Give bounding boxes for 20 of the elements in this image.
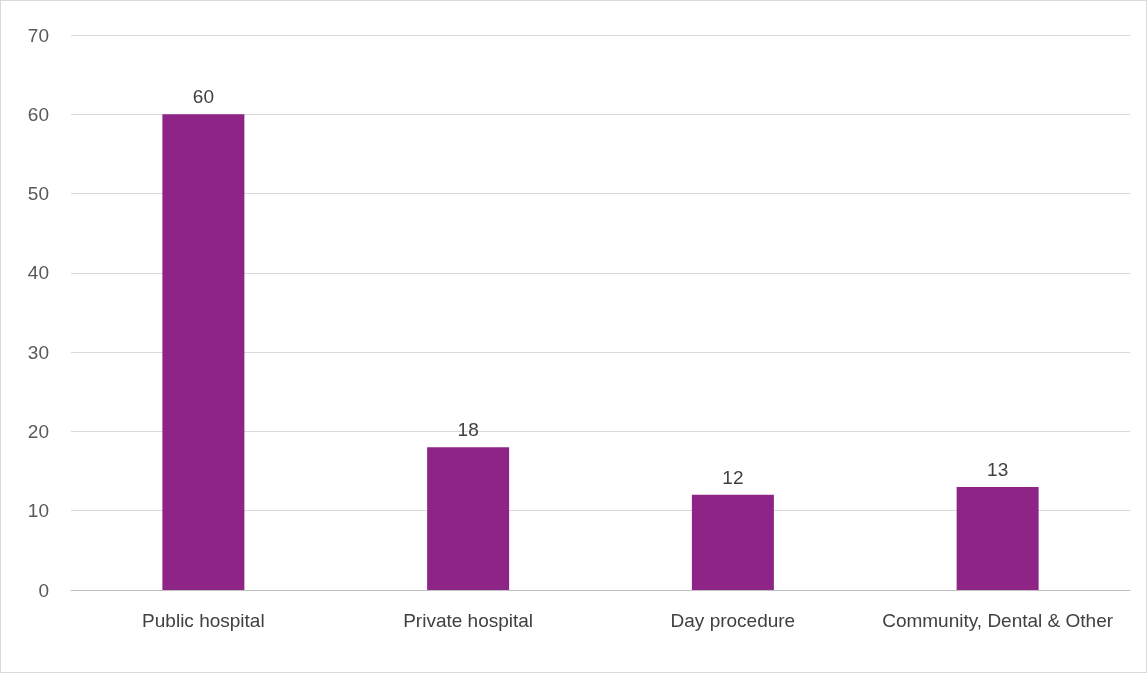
bar bbox=[956, 486, 1039, 590]
data-label: 60 bbox=[192, 86, 214, 108]
y-tick-label: 70 bbox=[27, 24, 49, 46]
y-tick-label: 30 bbox=[27, 341, 49, 363]
x-tick-label: Public hospital bbox=[142, 609, 265, 631]
bar bbox=[691, 494, 774, 590]
data-label: 13 bbox=[987, 458, 1009, 480]
x-tick-label: Day procedure bbox=[670, 609, 796, 631]
y-tick-label: 40 bbox=[27, 262, 49, 284]
y-tick-label: 20 bbox=[27, 420, 49, 442]
data-label: 18 bbox=[457, 419, 479, 441]
bar bbox=[427, 447, 510, 590]
y-tick-label: 60 bbox=[27, 103, 49, 125]
y-tick-label: 0 bbox=[38, 579, 49, 601]
bar bbox=[162, 114, 245, 590]
x-tick-label: Community, Dental & Other bbox=[882, 609, 1114, 631]
x-tick-label: Private hospital bbox=[403, 609, 534, 631]
data-label: 12 bbox=[722, 466, 744, 488]
y-tick-label: 10 bbox=[27, 500, 49, 522]
y-tick-label: 50 bbox=[27, 183, 49, 205]
